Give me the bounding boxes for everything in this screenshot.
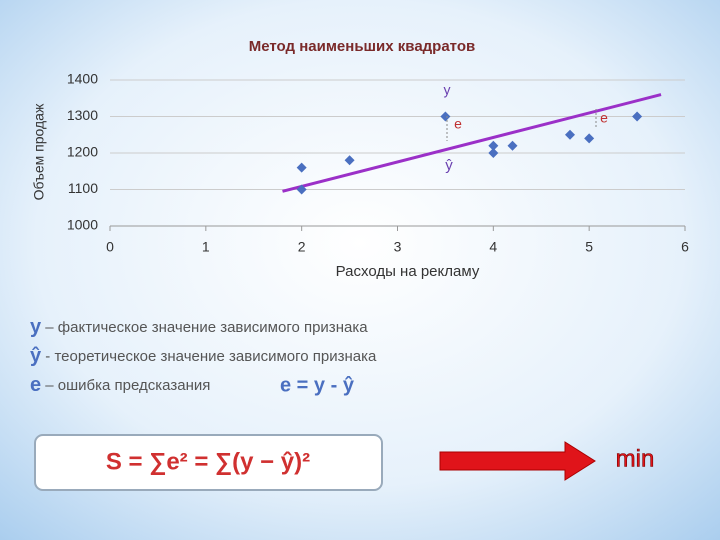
- annotation: e: [600, 110, 608, 126]
- symbol: e: [30, 374, 41, 396]
- title: Метод наименьших квадратов: [249, 38, 475, 55]
- y-tick-label: 1000: [67, 217, 98, 233]
- y-tick-label: 1100: [68, 180, 98, 196]
- x-tick-label: 6: [681, 239, 689, 255]
- x-tick-label: 3: [394, 239, 402, 255]
- arrow-label: min: [616, 445, 655, 472]
- x-tick-label: 2: [298, 239, 306, 255]
- annotation: ŷ: [445, 157, 453, 174]
- point: [296, 162, 307, 173]
- definition: ŷ - теоретическое значение зависимого пр…: [30, 345, 377, 367]
- equation: e = y - ŷ: [280, 374, 355, 396]
- point: [565, 129, 575, 140]
- definition: y – фактическое значение зависимого приз…: [30, 316, 368, 338]
- definition-text: – фактическое значение зависимого призна…: [45, 319, 368, 336]
- x-axis-label: Расходы на рекламу: [336, 263, 480, 280]
- y-tick-label: 1300: [67, 107, 98, 123]
- point: [440, 111, 451, 122]
- point: [488, 148, 499, 158]
- point: [488, 140, 499, 151]
- definition-text: – ошибка предсказания: [45, 377, 210, 394]
- y-tick-label: 1400: [67, 71, 98, 87]
- formula: S = ∑e² = ∑(y − ŷ)²: [106, 448, 310, 475]
- point: [632, 111, 643, 122]
- y-tick-label: 1200: [67, 144, 98, 160]
- x-tick-label: 5: [585, 239, 593, 255]
- trend-line: [282, 93, 662, 193]
- point: [507, 140, 518, 151]
- definition: e – ошибка предсказания: [30, 374, 210, 396]
- symbol: ŷ: [30, 345, 42, 367]
- point: [296, 184, 307, 195]
- plot: 1000 1100 1200 1300 1400 0 1 2 3 4 5 6 Расходы на ре…: [31, 71, 689, 280]
- x-tick-label: 0: [106, 239, 114, 255]
- symbol: y: [30, 316, 42, 338]
- x-tick-label: 4: [489, 239, 497, 255]
- definition-text: - теоретическое значение зависимого приз…: [45, 348, 377, 365]
- annotation: y: [444, 82, 451, 98]
- point: [584, 133, 595, 144]
- y-axis-label: Объем продаж: [31, 103, 47, 200]
- point: [344, 155, 355, 166]
- formula-box: [34, 434, 383, 491]
- arrow: [439, 441, 596, 481]
- annotation: e: [454, 116, 462, 132]
- x-tick-label: 1: [202, 239, 210, 255]
